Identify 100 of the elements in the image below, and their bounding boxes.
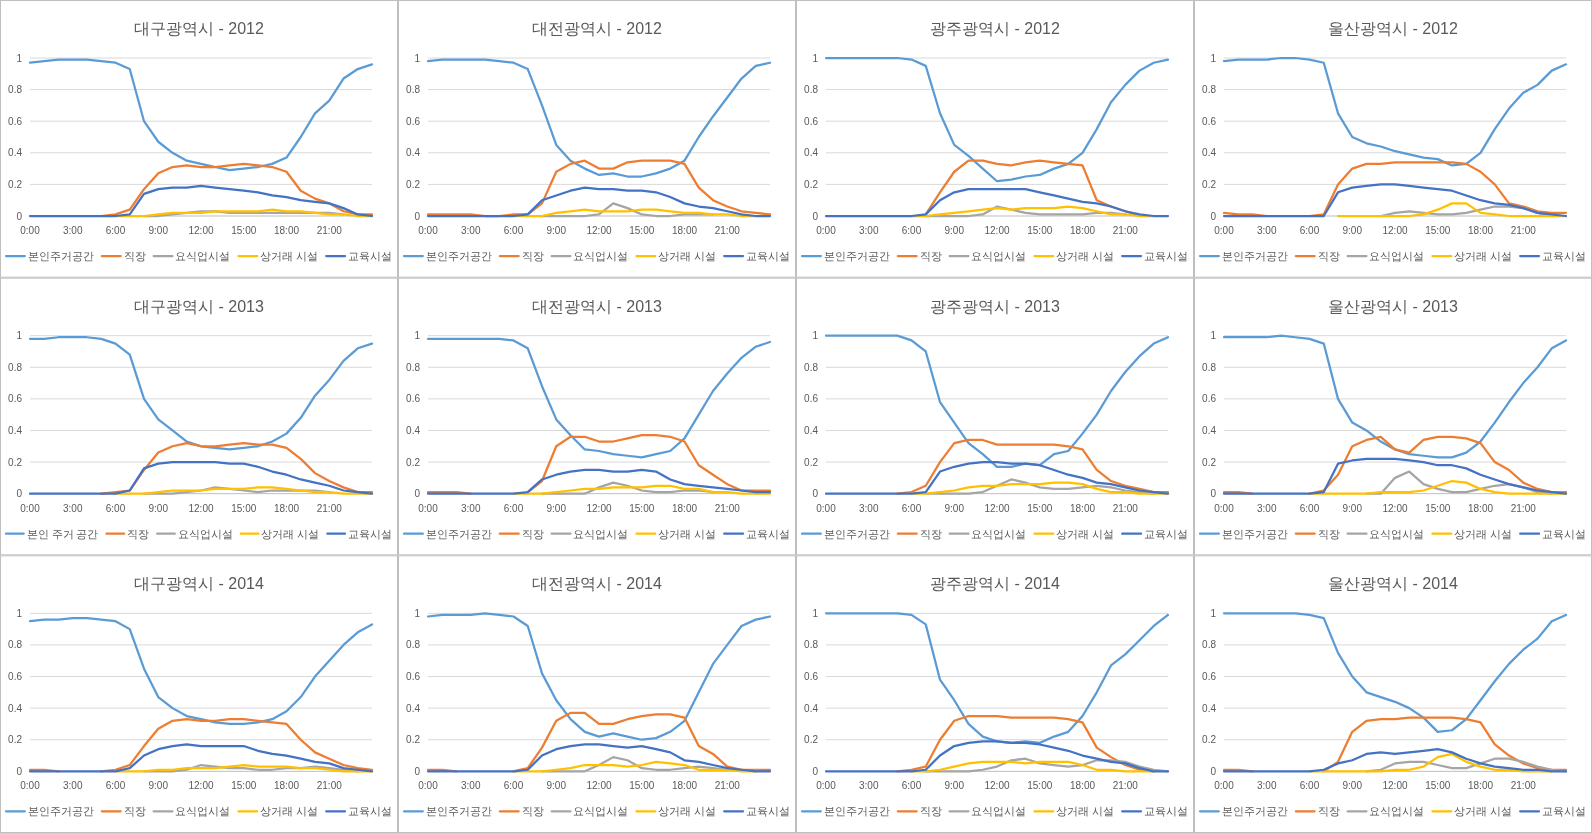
x-tick-label: 18:00 (1069, 780, 1096, 792)
y-tick-label: 0.2 (804, 456, 819, 468)
line-series (100, 441, 374, 495)
legend-label: 본인주거공간 (425, 805, 492, 818)
x-tick-label: 12:00 (188, 225, 214, 236)
legend-label: 본인주거공간 (425, 527, 492, 540)
y-tick-label: 0.8 (406, 84, 421, 96)
y-tick-label: 1 (414, 52, 421, 64)
x-tick-label: 9:00 (1342, 225, 1363, 236)
line-series (28, 336, 374, 451)
x-tick-label: 18:00 (1467, 225, 1494, 236)
x-tick-label: 0:00 (20, 502, 41, 514)
legend-label: 직장 (919, 527, 942, 540)
line-series (824, 334, 1170, 468)
line-series (28, 743, 374, 773)
x-tick-label: 6:00 (105, 780, 126, 792)
x-tick-label: 9:00 (944, 225, 965, 236)
x-tick-label: 12:00 (188, 780, 214, 792)
y-tick-label: 1 (16, 52, 23, 64)
line-series (824, 740, 1170, 773)
y-tick-label: 0.4 (406, 702, 421, 714)
x-tick-label: 21:00 (1112, 225, 1139, 236)
x-tick-label: 15:00 (629, 502, 655, 514)
x-tick-label: 12:00 (586, 780, 612, 792)
y-tick-label: 0 (812, 210, 819, 222)
y-tick-label: 0 (16, 488, 23, 500)
y-tick-label: 0.6 (804, 671, 819, 683)
x-tick-label: 3:00 (461, 780, 481, 792)
line-series (1222, 457, 1568, 495)
y-tick-label: 0.2 (1202, 734, 1217, 746)
x-tick-label: 12:00 (188, 502, 214, 514)
legend-label: 교육시설 (348, 527, 392, 540)
legend-label: 상거래 시설 (1056, 527, 1115, 540)
x-tick-label: 3:00 (859, 780, 879, 792)
x-tick-label: 18:00 (671, 502, 698, 514)
x-tick-label: 21:00 (1112, 780, 1139, 792)
y-tick-label: 0.6 (406, 393, 421, 405)
x-tick-label: 9:00 (1342, 780, 1363, 792)
y-tick-label: 1 (1210, 607, 1217, 619)
legend-label: 본인주거공간 (1221, 250, 1288, 262)
x-tick-label: 6:00 (901, 780, 922, 792)
x-tick-label: 3:00 (461, 225, 481, 236)
chart-title: 울산광역시 - 2013 (1328, 297, 1459, 315)
y-tick-label: 0.4 (1202, 702, 1217, 714)
y-tick-label: 0.8 (1202, 361, 1217, 373)
x-tick-label: 15:00 (1027, 502, 1053, 514)
legend-label: 직장 (1317, 527, 1340, 540)
x-tick-label: 15:00 (1425, 225, 1451, 236)
y-tick-label: 0 (414, 210, 421, 222)
x-tick-label: 21:00 (1510, 225, 1537, 236)
legend-label: 상거래 시설 (1056, 805, 1115, 818)
x-tick-label: 0:00 (1214, 502, 1235, 514)
line-series (28, 460, 374, 495)
chart-title: 대전광역시 - 2012 (532, 20, 663, 37)
legend-label: 상거래 시설 (1454, 527, 1513, 540)
y-tick-label: 0.8 (8, 361, 23, 373)
x-tick-label: 21:00 (1112, 502, 1139, 514)
x-tick-label: 0:00 (1214, 780, 1235, 792)
legend-label: 직장 (919, 805, 942, 818)
legend-label: 요식업시설 (573, 527, 629, 540)
chart-title: 대구광역시 - 2013 (134, 297, 265, 315)
y-tick-label: 0.6 (1202, 671, 1217, 683)
y-tick-label: 0.6 (8, 671, 23, 683)
legend-label: 상거래 시설 (1454, 250, 1513, 262)
y-tick-label: 1 (414, 330, 421, 342)
y-tick-label: 0.4 (804, 147, 819, 159)
x-tick-label: 6:00 (901, 502, 922, 514)
x-tick-label: 3:00 (1257, 780, 1277, 792)
legend-label: 요식업시설 (971, 250, 1027, 262)
legend-label: 직장 (521, 250, 544, 262)
x-tick-label: 6:00 (503, 780, 524, 792)
x-tick-label: 6:00 (503, 225, 524, 236)
legend-label: 본인 주거 공간 (26, 527, 99, 540)
legend-label: 본인주거공간 (823, 527, 890, 540)
y-tick-label: 0.2 (406, 178, 421, 190)
y-tick-label: 0.2 (804, 178, 819, 190)
legend-label: 요식업시설 (971, 527, 1027, 540)
x-tick-label: 9:00 (1342, 502, 1363, 514)
legend-label: 요식업시설 (573, 805, 629, 818)
y-tick-label: 0.4 (406, 424, 421, 436)
y-tick-label: 0.2 (8, 734, 23, 746)
x-tick-label: 15:00 (231, 225, 257, 236)
y-tick-label: 0 (1210, 488, 1217, 500)
y-tick-label: 0.8 (804, 361, 819, 373)
y-tick-label: 0 (414, 488, 421, 500)
chart-title: 울산광역시 - 2014 (1328, 575, 1459, 593)
legend-label: 본인주거공간 (27, 250, 94, 262)
x-tick-label: 21:00 (714, 780, 741, 792)
x-tick-label: 3:00 (1257, 502, 1277, 514)
x-tick-label: 21:00 (316, 780, 343, 792)
legend-label: 직장 (1317, 250, 1340, 262)
legend-label: 상거래 시설 (1056, 250, 1115, 262)
legend-label: 본인주거공간 (27, 805, 94, 818)
y-tick-label: 0 (414, 765, 421, 777)
y-tick-label: 0.4 (804, 424, 819, 436)
x-tick-label: 18:00 (1069, 502, 1096, 514)
y-tick-label: 0.4 (804, 702, 819, 714)
x-tick-label: 15:00 (1027, 225, 1053, 236)
line-series (1222, 612, 1568, 733)
y-tick-label: 0.8 (406, 361, 421, 373)
